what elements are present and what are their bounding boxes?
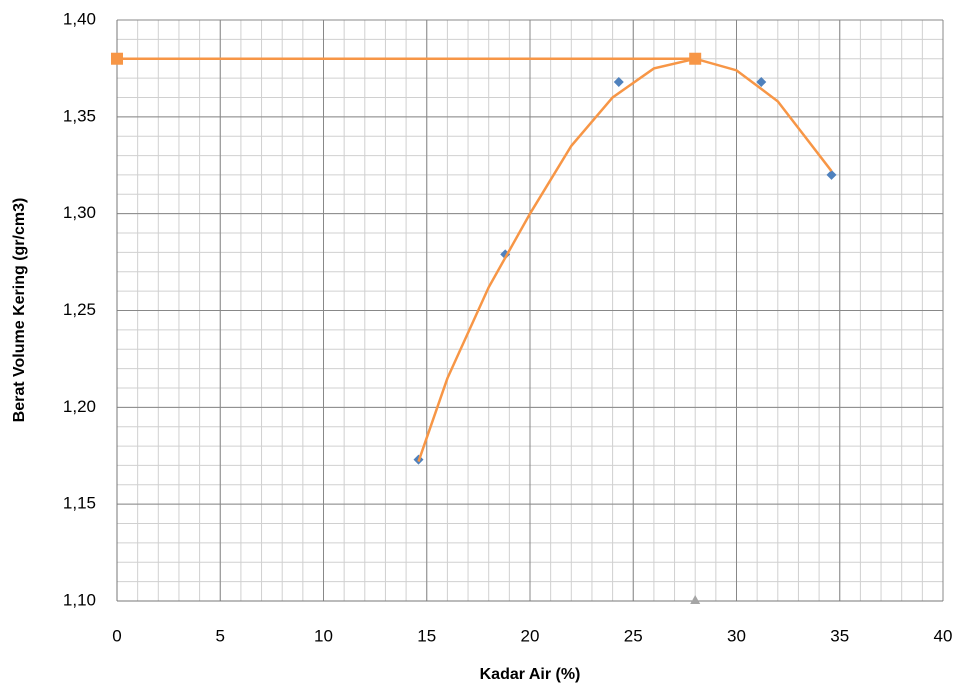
y-tick-label: 1,40 — [63, 9, 96, 28]
y-tick-label: 1,30 — [63, 203, 96, 222]
x-tick-label: 15 — [417, 626, 436, 645]
y-tick-label: 1,35 — [63, 106, 96, 125]
y-tick-label: 1,10 — [63, 590, 96, 609]
x-tick-label: 10 — [314, 626, 333, 645]
point — [689, 52, 702, 65]
y-tick-label: 1,25 — [63, 300, 96, 319]
point — [111, 52, 123, 65]
y-tick-label: 1,20 — [63, 397, 96, 416]
point — [826, 169, 837, 180]
x-tick-label: 25 — [624, 626, 643, 645]
x-tick-label: 0 — [112, 626, 121, 645]
point — [613, 76, 624, 87]
x-tick-label: 35 — [830, 626, 849, 645]
x-axis-title: Kadar Air (%) — [480, 666, 581, 683]
x-tick-label: 20 — [521, 626, 540, 645]
x-tick-label: 30 — [727, 626, 746, 645]
x-tick-label: 5 — [216, 626, 225, 645]
y-tick-label: 1,15 — [63, 494, 96, 513]
y-axis-title: Berat Volume Kering (gr/cm3) — [11, 198, 28, 423]
series-line — [417, 57, 833, 462]
point — [690, 595, 701, 604]
x-tick-label: 40 — [934, 626, 953, 645]
point — [756, 76, 767, 87]
